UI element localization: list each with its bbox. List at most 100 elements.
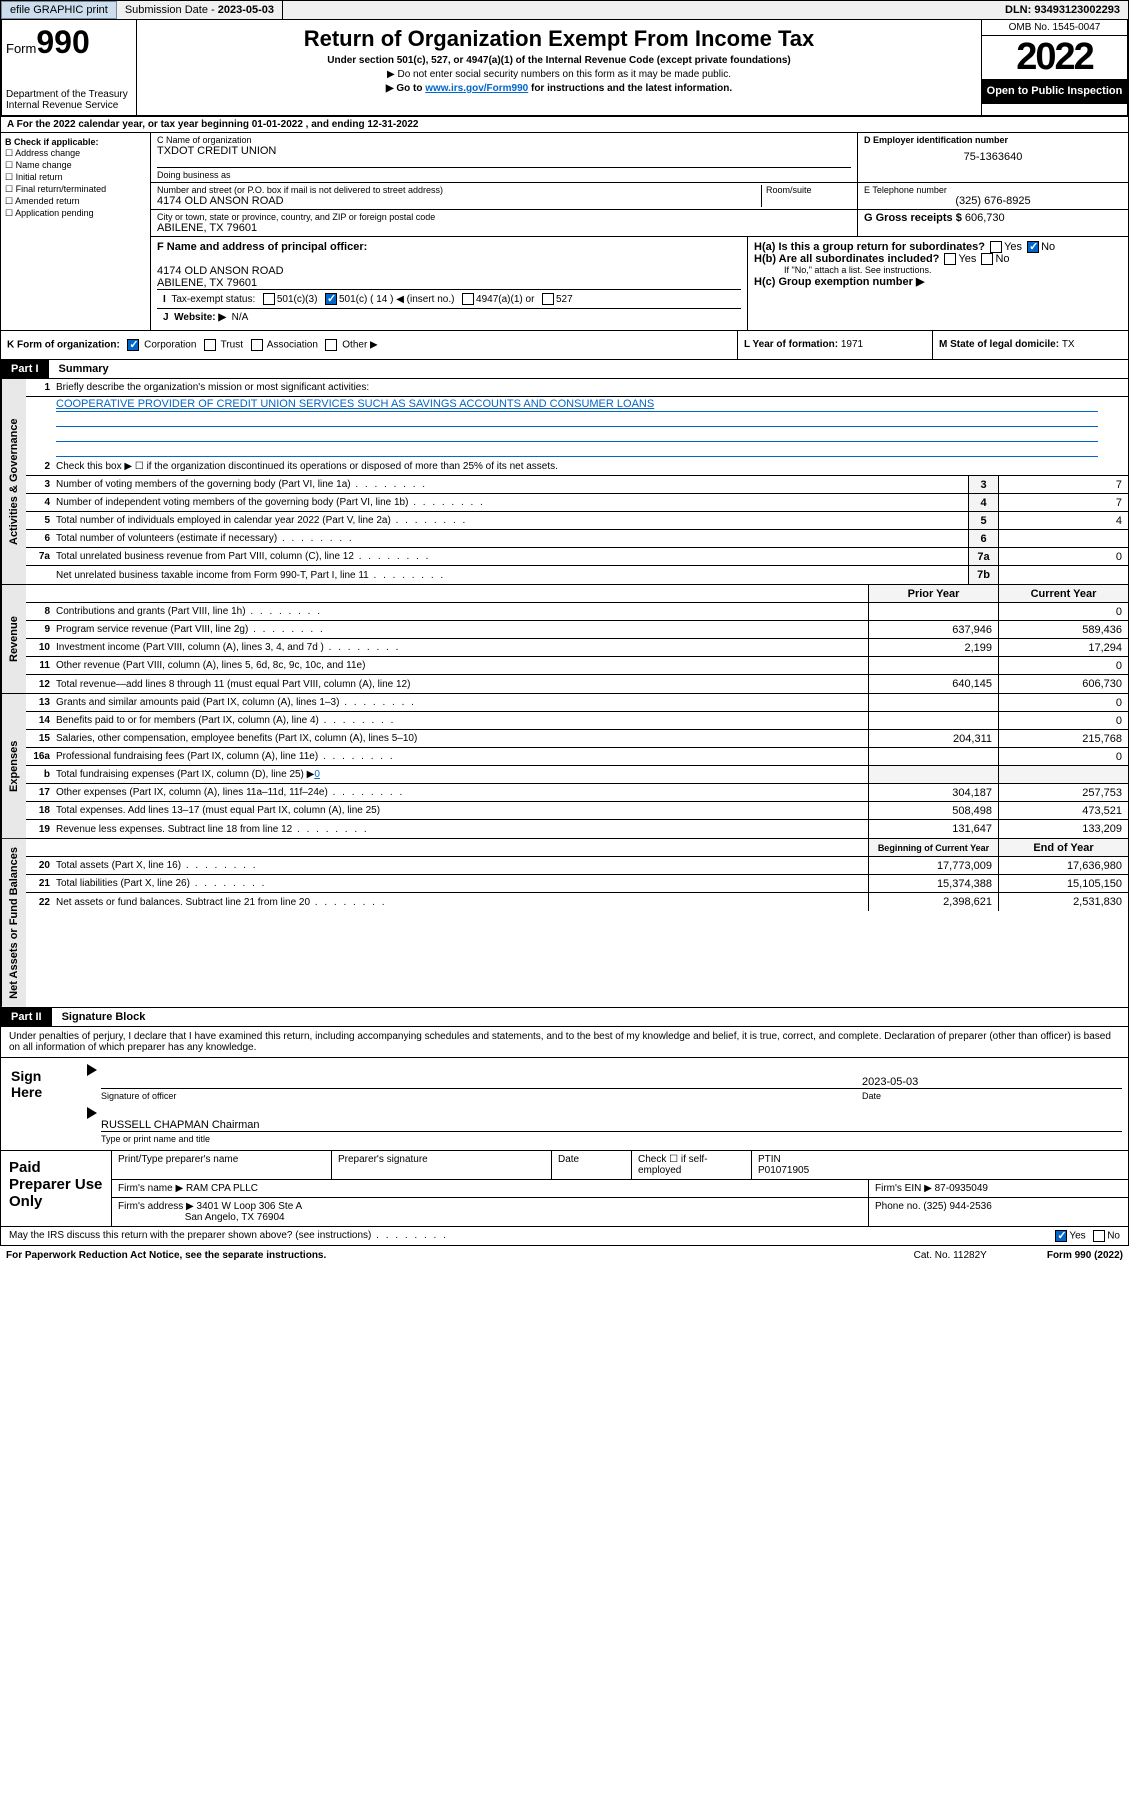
firm-name: Firm's name ▶ RAM CPA PLLC bbox=[111, 1180, 868, 1197]
val7b bbox=[998, 566, 1128, 584]
cb-amended[interactable]: ☐ Amended return bbox=[5, 196, 146, 207]
line2: Check this box ▶ ☐ if the organization d… bbox=[56, 459, 1128, 474]
cb-initial-return[interactable]: ☐ Initial return bbox=[5, 172, 146, 183]
tel-label: E Telephone number bbox=[864, 185, 1122, 195]
row-a-period: A For the 2022 calendar year, or tax yea… bbox=[0, 117, 1129, 133]
ha-group-return: H(a) Is this a group return for subordin… bbox=[754, 241, 1122, 253]
line3: Number of voting members of the governin… bbox=[56, 477, 968, 492]
endbal-hdr: End of Year bbox=[998, 839, 1128, 856]
dln: DLN: 93493123002293 bbox=[997, 1, 1128, 19]
side-activities: Activities & Governance bbox=[1, 379, 26, 584]
dba-label: Doing business as bbox=[157, 167, 851, 180]
arrow-icon bbox=[87, 1064, 97, 1076]
val3: 7 bbox=[998, 476, 1128, 493]
side-revenue: Revenue bbox=[1, 585, 26, 693]
form-number: Form990 bbox=[6, 24, 132, 61]
addr-value: 4174 OLD ANSON ROAD bbox=[157, 195, 761, 207]
val5: 4 bbox=[998, 512, 1128, 529]
line11: Other revenue (Part VIII, column (A), li… bbox=[56, 658, 868, 673]
city-value: ABILENE, TX 79601 bbox=[157, 222, 435, 234]
side-netassets: Net Assets or Fund Balances bbox=[1, 839, 26, 1007]
line4: Number of independent voting members of … bbox=[56, 495, 968, 510]
irs-link[interactable]: www.irs.gov/Form990 bbox=[425, 83, 528, 94]
tax-year: 2022 bbox=[982, 36, 1127, 79]
mission-text[interactable]: COOPERATIVE PROVIDER OF CREDIT UNION SER… bbox=[56, 398, 1098, 412]
part1-title: Summary bbox=[49, 360, 119, 378]
line22: Net assets or fund balances. Subtract li… bbox=[56, 895, 868, 910]
line16b: Total fundraising expenses (Part IX, col… bbox=[56, 767, 868, 782]
current-year-hdr: Current Year bbox=[998, 585, 1128, 602]
sign-here-label: Sign Here bbox=[1, 1058, 81, 1150]
self-employed-check[interactable]: Check ☐ if self-employed bbox=[631, 1151, 751, 1179]
prior-year-hdr: Prior Year bbox=[868, 585, 998, 602]
line13: Grants and similar amounts paid (Part IX… bbox=[56, 695, 868, 710]
main-info-block: B Check if applicable: ☐ Address change … bbox=[0, 133, 1129, 331]
open-public-badge: Open to Public Inspection bbox=[982, 79, 1127, 104]
row-i: I Tax-exempt status: 501(c)(3) 501(c) ( … bbox=[157, 289, 741, 308]
line19: Revenue less expenses. Subtract line 18 … bbox=[56, 822, 868, 837]
paperwork-notice: For Paperwork Reduction Act Notice, see … bbox=[6, 1250, 326, 1261]
cb-name-change[interactable]: ☐ Name change bbox=[5, 160, 146, 171]
line5: Total number of individuals employed in … bbox=[56, 513, 968, 528]
arrow-icon bbox=[87, 1107, 97, 1119]
officer-addr2: ABILENE, TX 79601 bbox=[157, 277, 741, 289]
part1-header: Part I bbox=[1, 360, 49, 378]
hc-exemption: H(c) Group exemption number ▶ bbox=[754, 275, 1122, 288]
row-l: L Year of formation: 1971 bbox=[738, 331, 933, 359]
subtitle-2: ▶ Do not enter social security numbers o… bbox=[143, 69, 975, 80]
line15: Salaries, other compensation, employee b… bbox=[56, 731, 868, 746]
dept-label: Department of the Treasury bbox=[6, 89, 132, 100]
side-expenses: Expenses bbox=[1, 694, 26, 838]
page-footer: For Paperwork Reduction Act Notice, see … bbox=[0, 1246, 1129, 1265]
form-ref: Form 990 (2022) bbox=[1047, 1250, 1123, 1261]
cb-final-return[interactable]: ☐ Final return/terminated bbox=[5, 184, 146, 195]
firm-phone: Phone no. (325) 944-2536 bbox=[868, 1198, 1128, 1226]
val4: 7 bbox=[998, 494, 1128, 511]
may-discuss: May the IRS discuss this return with the… bbox=[9, 1230, 1053, 1242]
line14: Benefits paid to or for members (Part IX… bbox=[56, 713, 868, 728]
val6 bbox=[998, 530, 1128, 547]
hb-subordinates: H(b) Are all subordinates included? Yes … bbox=[754, 253, 1122, 265]
form-header: Form990 Department of the Treasury Inter… bbox=[0, 20, 1129, 117]
subtitle-3: ▶ Go to www.irs.gov/Form990 for instruct… bbox=[143, 83, 975, 94]
cb-address-change[interactable]: ☐ Address change bbox=[5, 148, 146, 159]
line9: Program service revenue (Part VIII, line… bbox=[56, 622, 868, 637]
line16a: Professional fundraising fees (Part IX, … bbox=[56, 749, 868, 764]
sig-date: 2023-05-03 bbox=[862, 1076, 1122, 1088]
officer-addr1: 4174 OLD ANSON ROAD bbox=[157, 265, 741, 277]
cb-pending[interactable]: ☐ Application pending bbox=[5, 208, 146, 219]
top-toolbar: efile GRAPHIC print Submission Date - 20… bbox=[0, 0, 1129, 20]
may-yes-no[interactable]: Yes No bbox=[1053, 1230, 1120, 1242]
part2-header: Part II bbox=[1, 1008, 52, 1026]
line1: Briefly describe the organization's miss… bbox=[56, 380, 1128, 395]
line12: Total revenue—add lines 8 through 11 (mu… bbox=[56, 677, 868, 692]
cat-number: Cat. No. 11282Y bbox=[914, 1250, 987, 1261]
paid-preparer-label: Paid Preparer Use Only bbox=[1, 1151, 111, 1226]
line10: Investment income (Part VIII, column (A)… bbox=[56, 640, 868, 655]
efile-button[interactable]: efile GRAPHIC print bbox=[1, 1, 117, 19]
line20: Total assets (Part X, line 16) bbox=[56, 858, 868, 873]
preparer-name-lbl: Print/Type preparer's name bbox=[111, 1151, 331, 1179]
row-m: M State of legal domicile: TX bbox=[933, 331, 1128, 359]
col-b-checkboxes: B Check if applicable: ☐ Address change … bbox=[1, 133, 151, 330]
org-name-label: C Name of organization bbox=[157, 135, 851, 145]
perjury-statement: Under penalties of perjury, I declare th… bbox=[1, 1027, 1128, 1058]
city-label: City or town, state or province, country… bbox=[157, 212, 435, 222]
line6: Total number of volunteers (estimate if … bbox=[56, 531, 968, 546]
line17: Other expenses (Part IX, column (A), lin… bbox=[56, 785, 868, 800]
preparer-sig-lbl: Preparer's signature bbox=[331, 1151, 551, 1179]
firm-ein: Firm's EIN ▶ 87-0935049 bbox=[868, 1180, 1128, 1197]
preparer-date-lbl: Date bbox=[551, 1151, 631, 1179]
officer-cap: Type or print name and title bbox=[101, 1134, 1122, 1144]
omb-number: OMB No. 1545-0047 bbox=[982, 20, 1127, 36]
date-cap: Date bbox=[862, 1091, 1122, 1101]
row-j: J Website: ▶ N/A bbox=[157, 308, 741, 326]
org-name: TXDOT CREDIT UNION bbox=[157, 145, 851, 157]
irs-label: Internal Revenue Service bbox=[6, 100, 132, 111]
officer-label: F Name and address of principal officer: bbox=[157, 241, 741, 253]
sig-officer-cap: Signature of officer bbox=[101, 1091, 862, 1101]
tel-value: (325) 676-8925 bbox=[864, 195, 1122, 207]
ein-label: D Employer identification number bbox=[864, 135, 1122, 145]
room-label: Room/suite bbox=[761, 185, 851, 207]
addr-label: Number and street (or P.O. box if mail i… bbox=[157, 185, 761, 195]
